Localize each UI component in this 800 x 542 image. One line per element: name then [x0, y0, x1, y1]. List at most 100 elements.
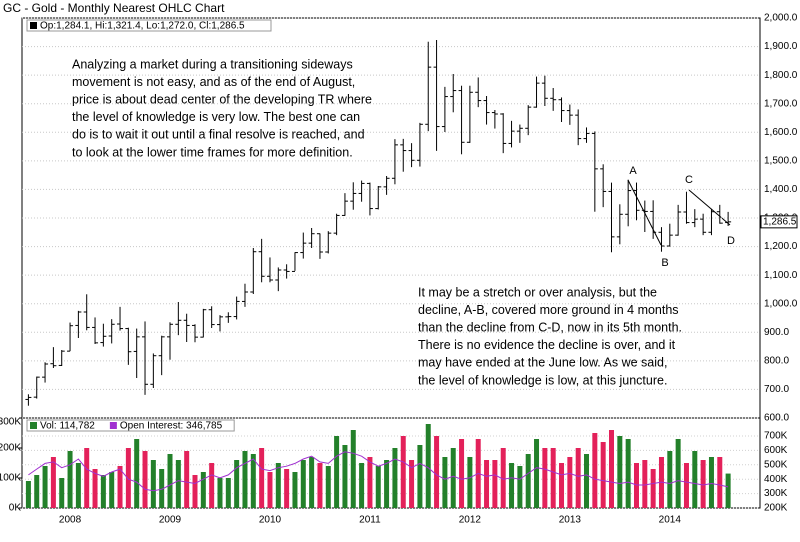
y2-tick-label: 500K	[764, 459, 788, 470]
annotation: It may be a stretch or over analysis, bu…	[418, 285, 657, 299]
x-tick-label: 2010	[259, 515, 282, 526]
volume-bar	[700, 460, 706, 508]
annotation: There is no evidence the decline is over…	[418, 338, 676, 352]
volume-bar	[59, 478, 65, 508]
volume-bar	[150, 460, 156, 508]
y2-tick-label: 700K	[764, 431, 788, 442]
volume-bar	[75, 463, 81, 508]
x-tick-label: 2011	[359, 515, 381, 526]
x-tick-label: 2014	[659, 515, 682, 526]
volume-bar	[708, 457, 714, 508]
volume-bar	[425, 424, 431, 508]
y-tick-label: 0K	[9, 503, 22, 514]
trend-line	[688, 189, 731, 226]
y-tick-label: 800.0	[764, 355, 789, 366]
volume-bar	[34, 475, 40, 508]
volume-bar	[375, 466, 381, 508]
y2-tick-label: 300K	[764, 488, 788, 499]
volume-bar	[309, 457, 315, 508]
volume-bar	[25, 481, 31, 508]
volume-bar	[617, 436, 623, 508]
annotation: movement is not easy, and as of the end …	[72, 75, 355, 89]
y-tick-label: 1,800.0	[764, 70, 798, 81]
annotation: may have ended at the June low. As we sa…	[418, 356, 667, 370]
annotation: price is about dead center of the develo…	[72, 92, 372, 106]
annotation: than the decline from C-D, now in its 5t…	[418, 320, 682, 334]
volume-bar	[92, 469, 98, 508]
y-tick-label: 600.0	[764, 413, 789, 424]
y-tick-label: 900.0	[764, 327, 789, 338]
volume-bar	[459, 439, 465, 508]
legend-box	[26, 19, 272, 32]
volume-bar	[259, 448, 265, 508]
volume-bar	[592, 433, 598, 508]
volume-bar	[125, 448, 131, 508]
y-tick-label: 200K	[0, 443, 21, 454]
legend-swatch	[30, 422, 37, 429]
volume-bar	[50, 457, 56, 508]
x-tick-label: 2008	[59, 515, 82, 526]
volume-bar	[650, 469, 656, 508]
volume-bar	[509, 463, 515, 508]
legend-swatch	[30, 22, 37, 29]
y2-tick-label: 600K	[764, 445, 788, 456]
volume-bar	[334, 436, 340, 508]
point-label: A	[629, 165, 637, 177]
volume-bar	[384, 460, 390, 508]
volume-bar	[159, 469, 165, 508]
volume-bar	[325, 466, 331, 508]
volume-bar	[300, 460, 306, 508]
legend-label: Open Interest: 346,785	[120, 421, 223, 432]
volume-bar	[67, 451, 73, 508]
volume-bar	[284, 469, 290, 508]
volume-bar	[100, 475, 106, 508]
volume-bar	[584, 454, 590, 508]
y-tick-label: 1,200.0	[764, 241, 798, 252]
annotation: do is to wait it out until a final resol…	[72, 128, 365, 142]
legend-box	[26, 419, 235, 432]
point-label: C	[685, 174, 693, 186]
y-tick-label: 1,700.0	[764, 98, 798, 109]
volume-bar	[717, 457, 723, 508]
x-tick-label: 2013	[559, 515, 582, 526]
volume-bar	[142, 451, 148, 508]
volume-bar	[450, 448, 456, 508]
volume-bar	[109, 472, 115, 508]
annotation: to look at the lower time frames for mor…	[72, 145, 353, 159]
volume-bar	[392, 448, 398, 508]
volume-bar	[559, 463, 565, 508]
volume-bar	[134, 439, 140, 508]
volume-bar	[625, 439, 631, 508]
y-tick-label: 1,900.0	[764, 41, 798, 52]
legend-label: Op:1,284.1, Hi:1,321.4, Lo:1,272.0, Cl:1…	[40, 21, 245, 32]
volume-bar	[542, 448, 548, 508]
legend-swatch	[109, 422, 117, 429]
volume-bar	[317, 463, 323, 508]
volume-bar	[250, 454, 256, 508]
volume-bar	[275, 463, 281, 508]
y-tick-label: 100K	[0, 473, 21, 484]
x-tick-label: 2012	[459, 515, 482, 526]
volume-bar	[359, 463, 365, 508]
volume-bar	[175, 460, 181, 508]
volume-bar	[200, 472, 206, 508]
volume-bar	[225, 478, 231, 508]
annotation: the level of knowledge is very low. The …	[72, 110, 360, 124]
last-price-label: 1,286.5	[763, 216, 797, 227]
volume-bar	[667, 451, 673, 508]
volume-bar	[42, 466, 48, 508]
y-tick-label: 2,000.0	[764, 13, 798, 24]
volume-bar	[350, 430, 356, 508]
volume-bar	[725, 473, 731, 508]
volume-bar	[434, 436, 440, 508]
volume-bar	[167, 454, 173, 508]
y-tick-label: 300K	[0, 417, 21, 428]
annotation: Analyzing a market during a transitionin…	[72, 57, 353, 71]
y-tick-label: 1,400.0	[764, 184, 798, 195]
volume-bar	[234, 460, 240, 508]
volume-bar	[209, 463, 215, 508]
volume-bar	[525, 454, 531, 508]
annotation: decline, A-B, covered more ground in 4 m…	[418, 303, 679, 317]
